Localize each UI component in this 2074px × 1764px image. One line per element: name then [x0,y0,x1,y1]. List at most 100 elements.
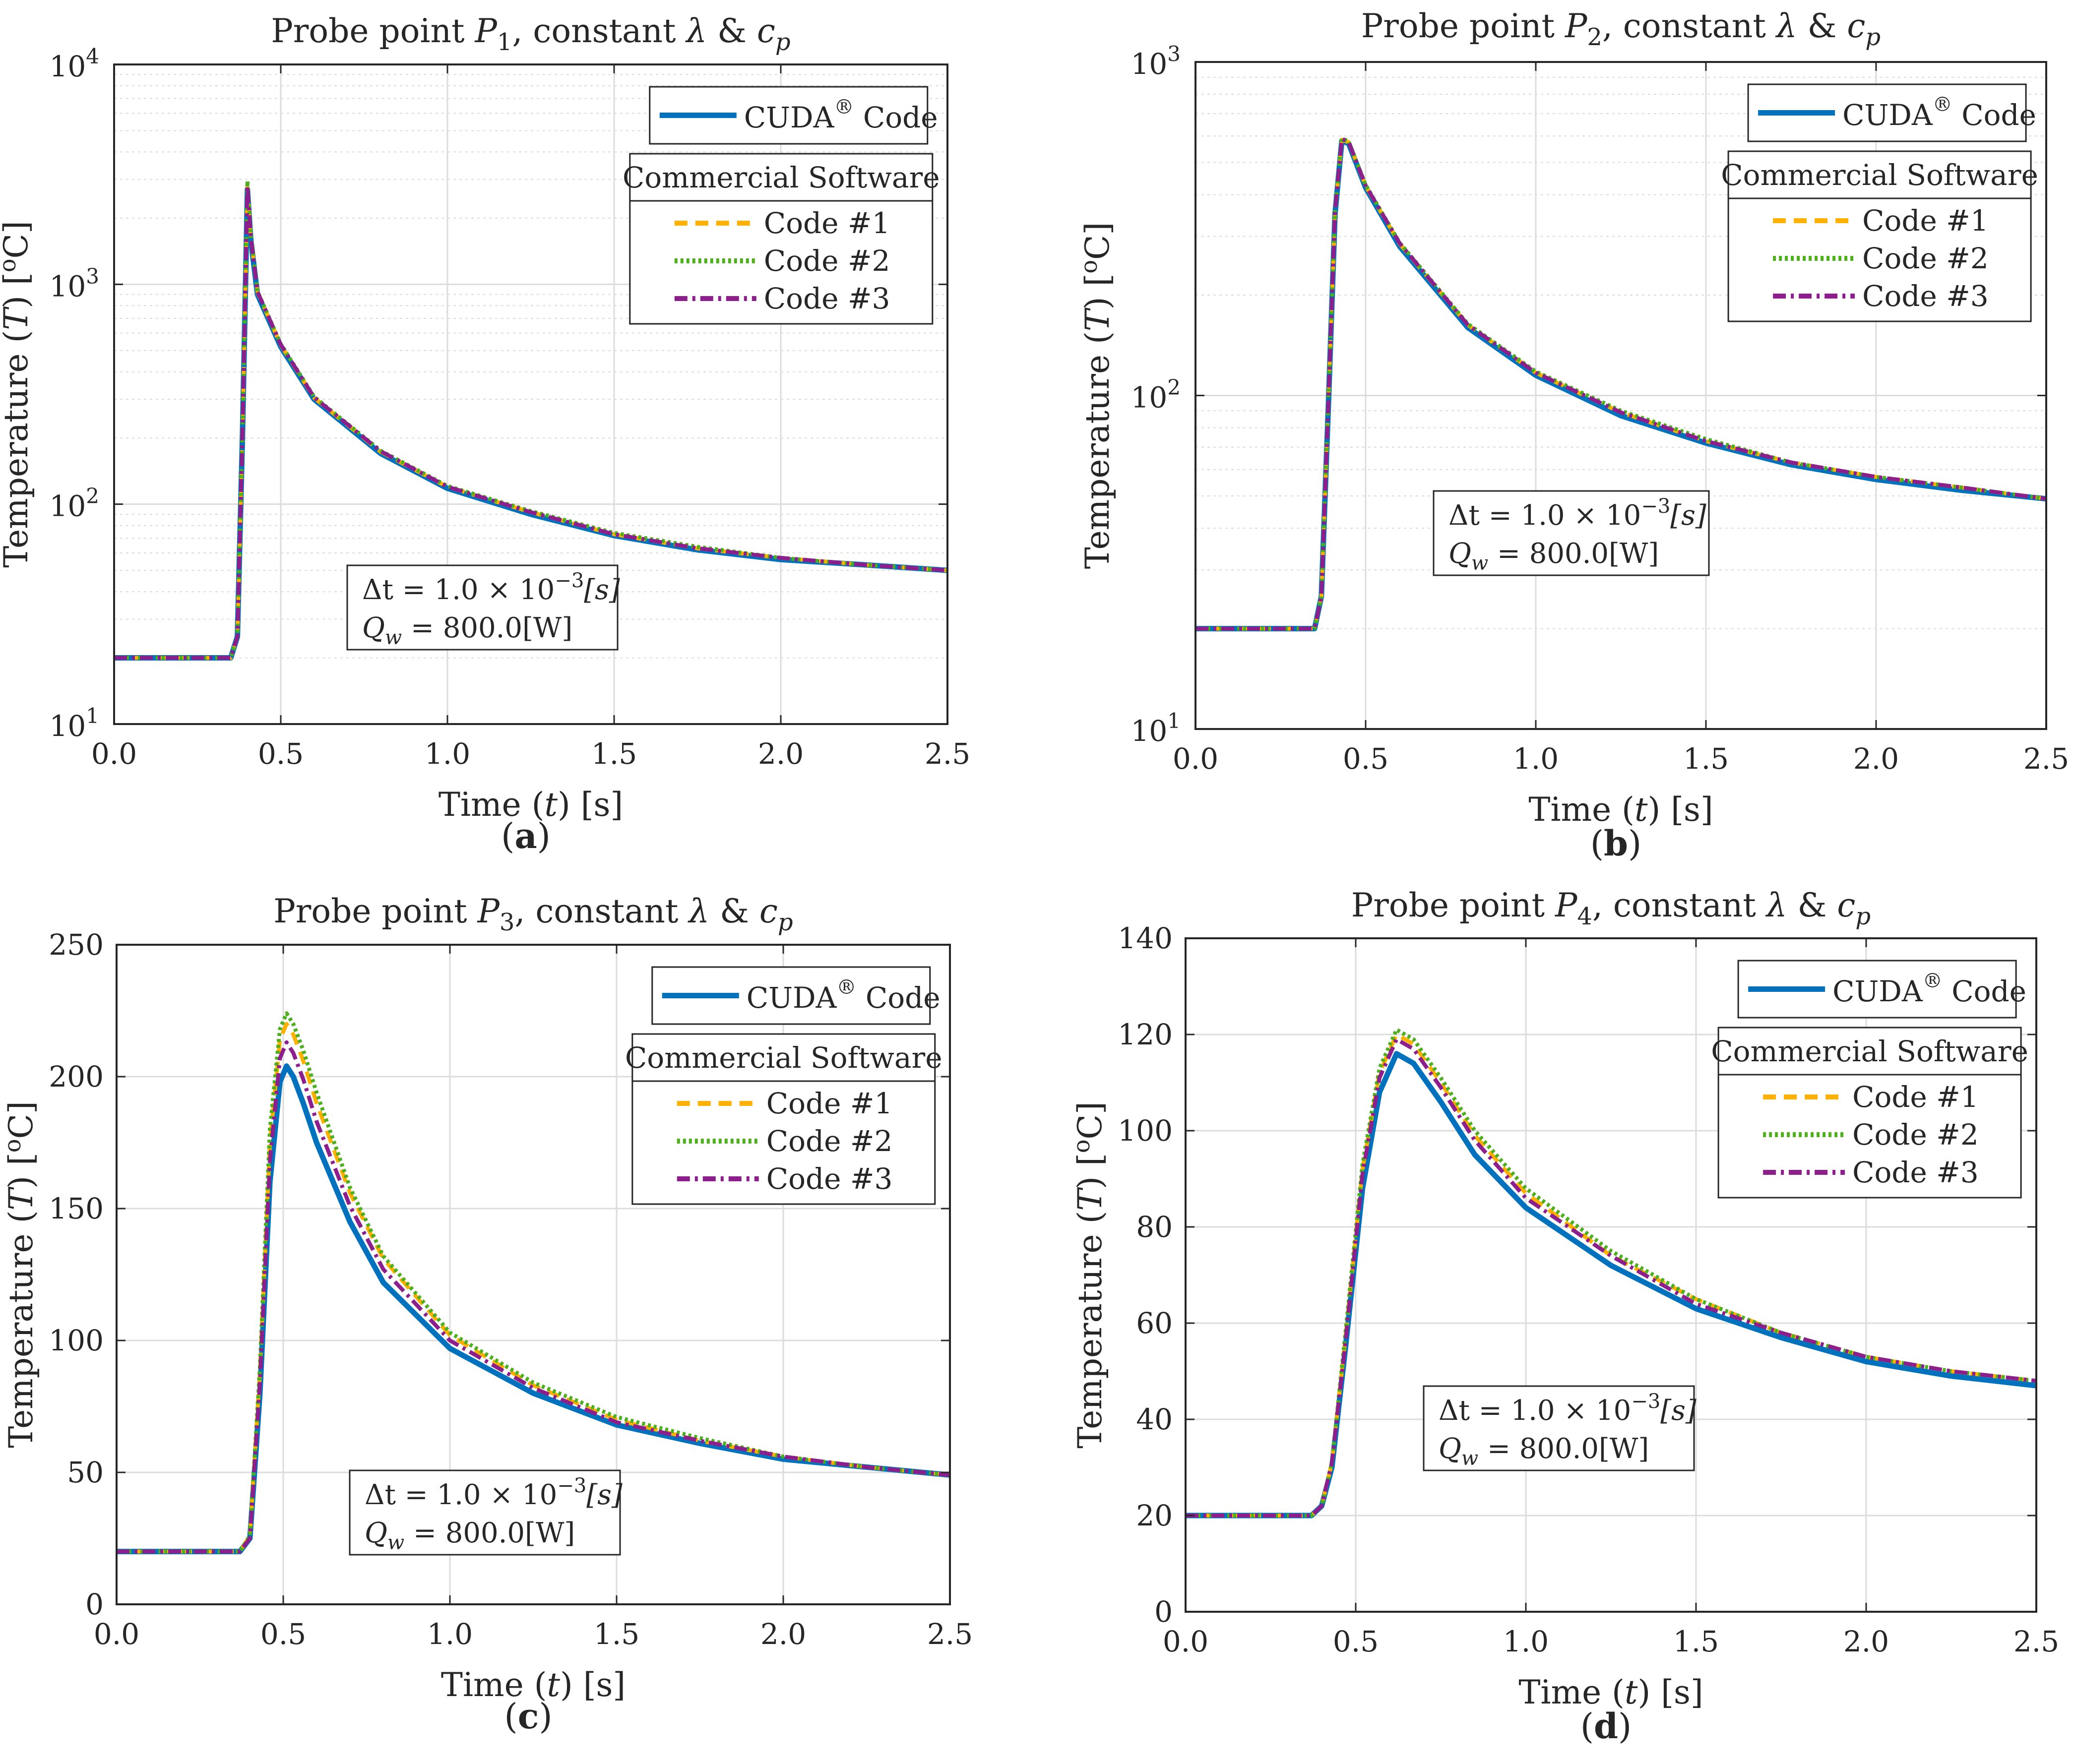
y-tick-exponent: 1 [86,704,99,728]
x-axis-label: Time (t) [s] [441,1666,626,1704]
y-axis-label: Temperature (T) [oC] [1068,1101,1109,1449]
legend-label-cuda: CUDA® Code [1832,970,2026,1008]
y-tick-base: 10 [49,709,86,743]
y-tick-exponent: 1 [1167,709,1181,733]
legend-label-code-2: Code #2 [766,1124,893,1158]
legend-label-code-3: Code #3 [1852,1156,1979,1189]
series-line-code-3 [117,1040,950,1554]
x-tick-label: 1.5 [594,1617,639,1651]
axes-box [113,63,948,725]
legend-group-title: Commercial Software [1711,1034,2028,1068]
panel-label: (b) [1590,823,1642,864]
y-axis-label: Temperature (T) [oC] [0,1101,40,1448]
x-tick-label: 2.0 [1853,742,1899,776]
y-tick-label: 103 [1131,42,1181,81]
legend: CUDA® Code Commercial Software Code #1 Code… [625,966,943,1205]
legend-commercial-box [631,1033,936,1205]
y-tick-label: 250 [49,928,104,962]
annotation-dt: Δt = 1.0 × 10−3[s] [1448,495,1706,532]
annotation-q: Qw = 800.0[W] [1439,1433,1649,1470]
y-axis-label: Temperature (T) [oC] [1075,222,1117,569]
annotation: Δt = 1.0 × 10−3[s] Qw = 800.0[W] [1433,490,1710,576]
legend-cuda-box [1747,83,2027,142]
x-tick-label: 0.0 [1173,742,1218,776]
annotation: Δt = 1.0 × 10−3[s] Qw = 800.0[W] [349,1469,623,1556]
chart-title: Probe point P2, constant λ & cp [1361,7,1881,51]
x-tick-label: 1.0 [1503,1625,1549,1658]
x-tick-label: 0.0 [94,1617,139,1651]
y-tick-label: 100 [49,1324,104,1357]
legend-label-code-2: Code #2 [764,244,890,278]
chart-title: Probe point P3, constant λ & cp [273,892,793,936]
legend-label-cuda: CUDA® Code [1842,93,2036,132]
x-tick-label: 0.5 [258,737,304,771]
x-axis-label: Time (t) [s] [1528,791,1713,829]
axes-box [116,944,951,1605]
legend-label-code-1: Code #1 [764,206,890,240]
legend-commercial-box [1717,1027,2022,1199]
y-tick-exponent: 2 [86,484,99,508]
annotation-dt: Δt = 1.0 × 10−3[s] [362,569,620,606]
y-tick-label: 40 [1136,1402,1173,1436]
x-tick-label: 2.5 [2023,742,2069,776]
y-tick-label: 0 [85,1587,104,1621]
legend-group-title: Commercial Software [623,161,940,194]
series-line-code-3 [1195,137,2047,631]
annotation-box [346,564,619,651]
legend-group-title: Commercial Software [1721,158,2038,192]
panel-label: (d) [1580,1705,1632,1747]
x-axis-label: Time (t) [s] [1518,1673,1703,1711]
legend-label-cuda: CUDA® Code [744,96,938,134]
x-tick-label: 2.5 [2013,1625,2059,1658]
y-tick-label: 120 [1118,1018,1173,1051]
legend-label-code-3: Code #3 [766,1162,893,1196]
legend-group-title: Commercial Software [625,1041,943,1075]
x-tick-label: 0.0 [1163,1625,1208,1658]
annotation-q: Qw = 800.0[W] [1448,538,1659,575]
y-tick-label: 100 [1118,1114,1173,1148]
y-tick-label: 103 [49,264,99,303]
x-tick-label: 1.0 [425,737,470,771]
x-tick-label: 2.0 [758,737,804,771]
y-tick-exponent: 3 [1167,42,1181,66]
series-line-code-1 [114,185,948,660]
x-tick-label: 0.0 [91,737,137,771]
series-line-code-1 [1186,1033,2037,1518]
legend-label-code-1: Code #1 [766,1087,893,1120]
y-tick-label: 200 [49,1060,104,1094]
y-tick-label: 102 [49,484,99,523]
y-tick-label: 140 [1118,921,1173,955]
series-line-code-1 [117,1022,950,1554]
y-tick-label: 150 [49,1192,104,1225]
x-tick-label: 0.5 [260,1617,306,1651]
legend-label-code-3: Code #3 [1862,279,1989,313]
y-tick-exponent: 4 [86,44,99,68]
x-tick-label: 1.0 [427,1617,473,1651]
y-tick-base: 10 [49,50,86,83]
y-tick-label: 20 [1136,1499,1173,1532]
y-tick-label: 101 [49,704,99,743]
chart-title: Probe point P1, constant λ & cp [271,12,790,56]
chart-panel-c: 0.0 0.5 1.0 1.5 2.0 2.5 0 50 100 150 200 250 Time (t… [0,892,973,1737]
y-tick-base: 10 [1131,47,1167,81]
y-tick-exponent: 3 [86,264,99,288]
y-tick-label: 50 [67,1456,104,1489]
series-line-code-2 [1186,1028,2037,1518]
axes-box [1185,937,2037,1613]
x-tick-label: 2.0 [760,1617,806,1651]
x-tick-label: 0.5 [1343,742,1388,776]
annotation-dt: Δt = 1.0 × 10−3[s] [1439,1390,1697,1427]
x-axis-label: Time (t) [s] [439,786,623,824]
legend-label-code-1: Code #1 [1852,1080,1979,1114]
x-tick-label: 1.5 [1683,742,1729,776]
legend-label-code-2: Code #2 [1862,242,1989,275]
y-tick-label: 102 [1131,375,1181,415]
y-tick-base: 10 [1131,381,1167,415]
annotation: Δt = 1.0 × 10−3[s] Qw = 800.0[W] [346,564,620,651]
legend-commercial-box [1727,150,2032,322]
chart-title: Probe point P4, constant λ & cp [1351,886,1871,930]
annotation-box [1433,490,1710,576]
annotation-box [1423,1385,1695,1471]
y-tick-base: 10 [49,489,86,523]
